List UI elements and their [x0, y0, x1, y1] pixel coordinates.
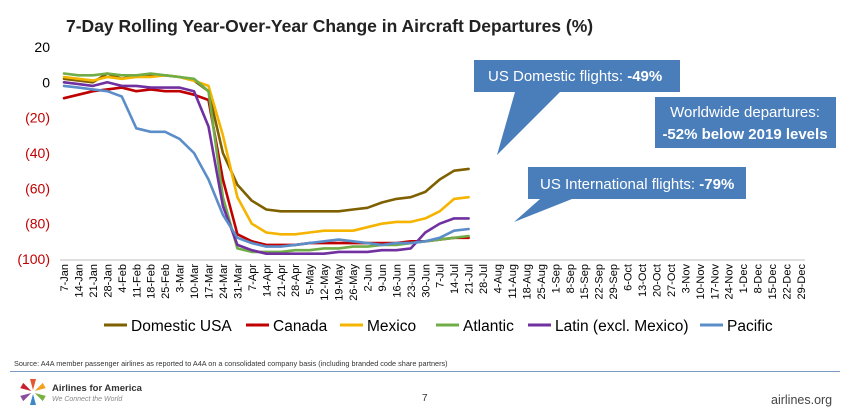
legend-label: Atlantic — [463, 318, 514, 335]
y-tick-label: (60) — [25, 180, 50, 196]
x-tick-label: 9-Jun — [377, 264, 389, 292]
x-tick-label: 14-Jul — [449, 264, 461, 294]
x-tick-label: 20-Oct — [651, 264, 663, 297]
x-tick-label: 24-Mar — [218, 264, 230, 299]
x-tick-label: 13-Oct — [637, 264, 649, 297]
x-tick-label: 10-Mar — [189, 264, 201, 299]
chart-title: 7-Day Rolling Year-Over-Year Change in A… — [66, 16, 594, 36]
x-tick-label: 27-Oct — [666, 264, 678, 297]
x-tick-label: 7-Jul — [435, 264, 447, 288]
x-tick-label: 5-May — [305, 264, 317, 295]
x-tick-label: 17-Mar — [204, 264, 216, 299]
legend-label: Latin (excl. Mexico) — [555, 318, 689, 335]
callout-worldwide — [655, 97, 836, 148]
logo-tagline: We Connect the World — [52, 396, 123, 403]
x-tick-label: 4-Aug — [493, 264, 505, 293]
x-tick-label: 19-May — [334, 264, 346, 301]
series-line — [62, 81, 470, 255]
x-tick-label: 29-Sep — [608, 264, 620, 299]
footer-divider — [10, 371, 840, 372]
callout-domestic — [474, 60, 680, 155]
x-tick-label: 23-Jun — [406, 264, 418, 298]
x-tick-label: 31-Mar — [232, 264, 244, 299]
series-line — [62, 74, 470, 236]
x-tick-label: 16-Jun — [391, 264, 403, 298]
x-tick-label: 24-Nov — [724, 264, 736, 300]
x-tick-label: 28-Apr — [290, 264, 302, 297]
x-tick-label: 30-Jun — [420, 264, 432, 298]
x-tick-label: 1-Sep — [550, 264, 562, 293]
x-tick-label: 8-Sep — [565, 264, 577, 293]
x-tick-label: 4-Feb — [117, 264, 129, 293]
legend-label: Mexico — [367, 318, 416, 335]
x-tick-label: 11-Aug — [507, 264, 519, 299]
callout-international — [514, 167, 746, 222]
legend-label: Domestic USA — [131, 318, 232, 335]
x-tick-label: 2-Jun — [362, 264, 374, 292]
y-tick-label: (100) — [17, 251, 50, 267]
y-tick-label: (80) — [25, 216, 50, 232]
x-tick-label: 22-Dec — [782, 264, 794, 300]
airlines-for-america-logo-icon — [20, 379, 46, 405]
x-tick-label: 14-Jan — [73, 264, 85, 298]
x-tick-label: 18-Feb — [146, 264, 158, 299]
series-line — [62, 84, 470, 248]
y-tick-label: 20 — [34, 39, 50, 55]
series-line — [62, 72, 470, 213]
y-tick-label: 0 — [42, 74, 50, 90]
x-tick-label: 12-May — [319, 264, 331, 301]
legend-label: Pacific — [727, 318, 773, 335]
callout-worldwide-line1: Worldwide departures: — [670, 104, 820, 121]
y-tick-label: (20) — [25, 110, 50, 126]
callout-domestic-text: US Domestic flights: -49% — [488, 68, 662, 85]
source-note: Source: A4A member passenger airlines as… — [14, 359, 448, 368]
x-tick-label: 14-Apr — [261, 264, 273, 297]
logo-name: Airlines for America — [52, 383, 142, 394]
callout-worldwide-line2: -52% below 2019 levels — [662, 126, 827, 143]
x-tick-label: 26-May — [348, 264, 360, 301]
x-tick-label: 11-Feb — [131, 264, 143, 298]
x-tick-label: 21-Jan — [88, 264, 100, 298]
x-tick-label: 21-Apr — [276, 264, 288, 297]
x-tick-label: 6-Oct — [623, 264, 635, 291]
x-tick-label: 21-Jul — [464, 264, 476, 294]
x-tick-label: 15-Sep — [579, 264, 591, 299]
x-tick-label: 3-Nov — [680, 264, 692, 294]
x-tick-label: 28-Jan — [102, 264, 114, 298]
legend-label: Canada — [273, 318, 328, 335]
x-tick-label: 10-Nov — [695, 264, 707, 300]
callout-international-text: US International flights: -79% — [540, 176, 734, 193]
page-number: 7 — [422, 393, 428, 404]
x-tick-label: 3-Mar — [175, 264, 187, 293]
x-tick-label: 17-Nov — [709, 264, 721, 300]
x-tick-label: 22-Sep — [594, 264, 606, 299]
x-tick-label: 15-Dec — [767, 264, 779, 300]
y-tick-label: (40) — [25, 145, 50, 161]
line-chart: 20 0 (20) (40) (60) (80) (100) 7-Jan 14-Jan 21-Ja… — [17, 39, 836, 335]
x-tick-label: 25-Aug — [536, 264, 548, 299]
x-tick-label: 18-Aug — [521, 264, 533, 299]
site-url: airlines.org — [771, 393, 833, 407]
x-tick-label: 8-Dec — [753, 264, 765, 294]
x-tick-label: 25-Feb — [160, 264, 172, 299]
x-tick-label: 1-Dec — [738, 264, 750, 294]
x-tick-label: 7-Jan — [59, 264, 71, 292]
x-tick-label: 29-Dec — [796, 264, 808, 300]
x-tick-label: 28-Jul — [478, 264, 490, 294]
x-tick-label: 7-Apr — [247, 264, 259, 291]
